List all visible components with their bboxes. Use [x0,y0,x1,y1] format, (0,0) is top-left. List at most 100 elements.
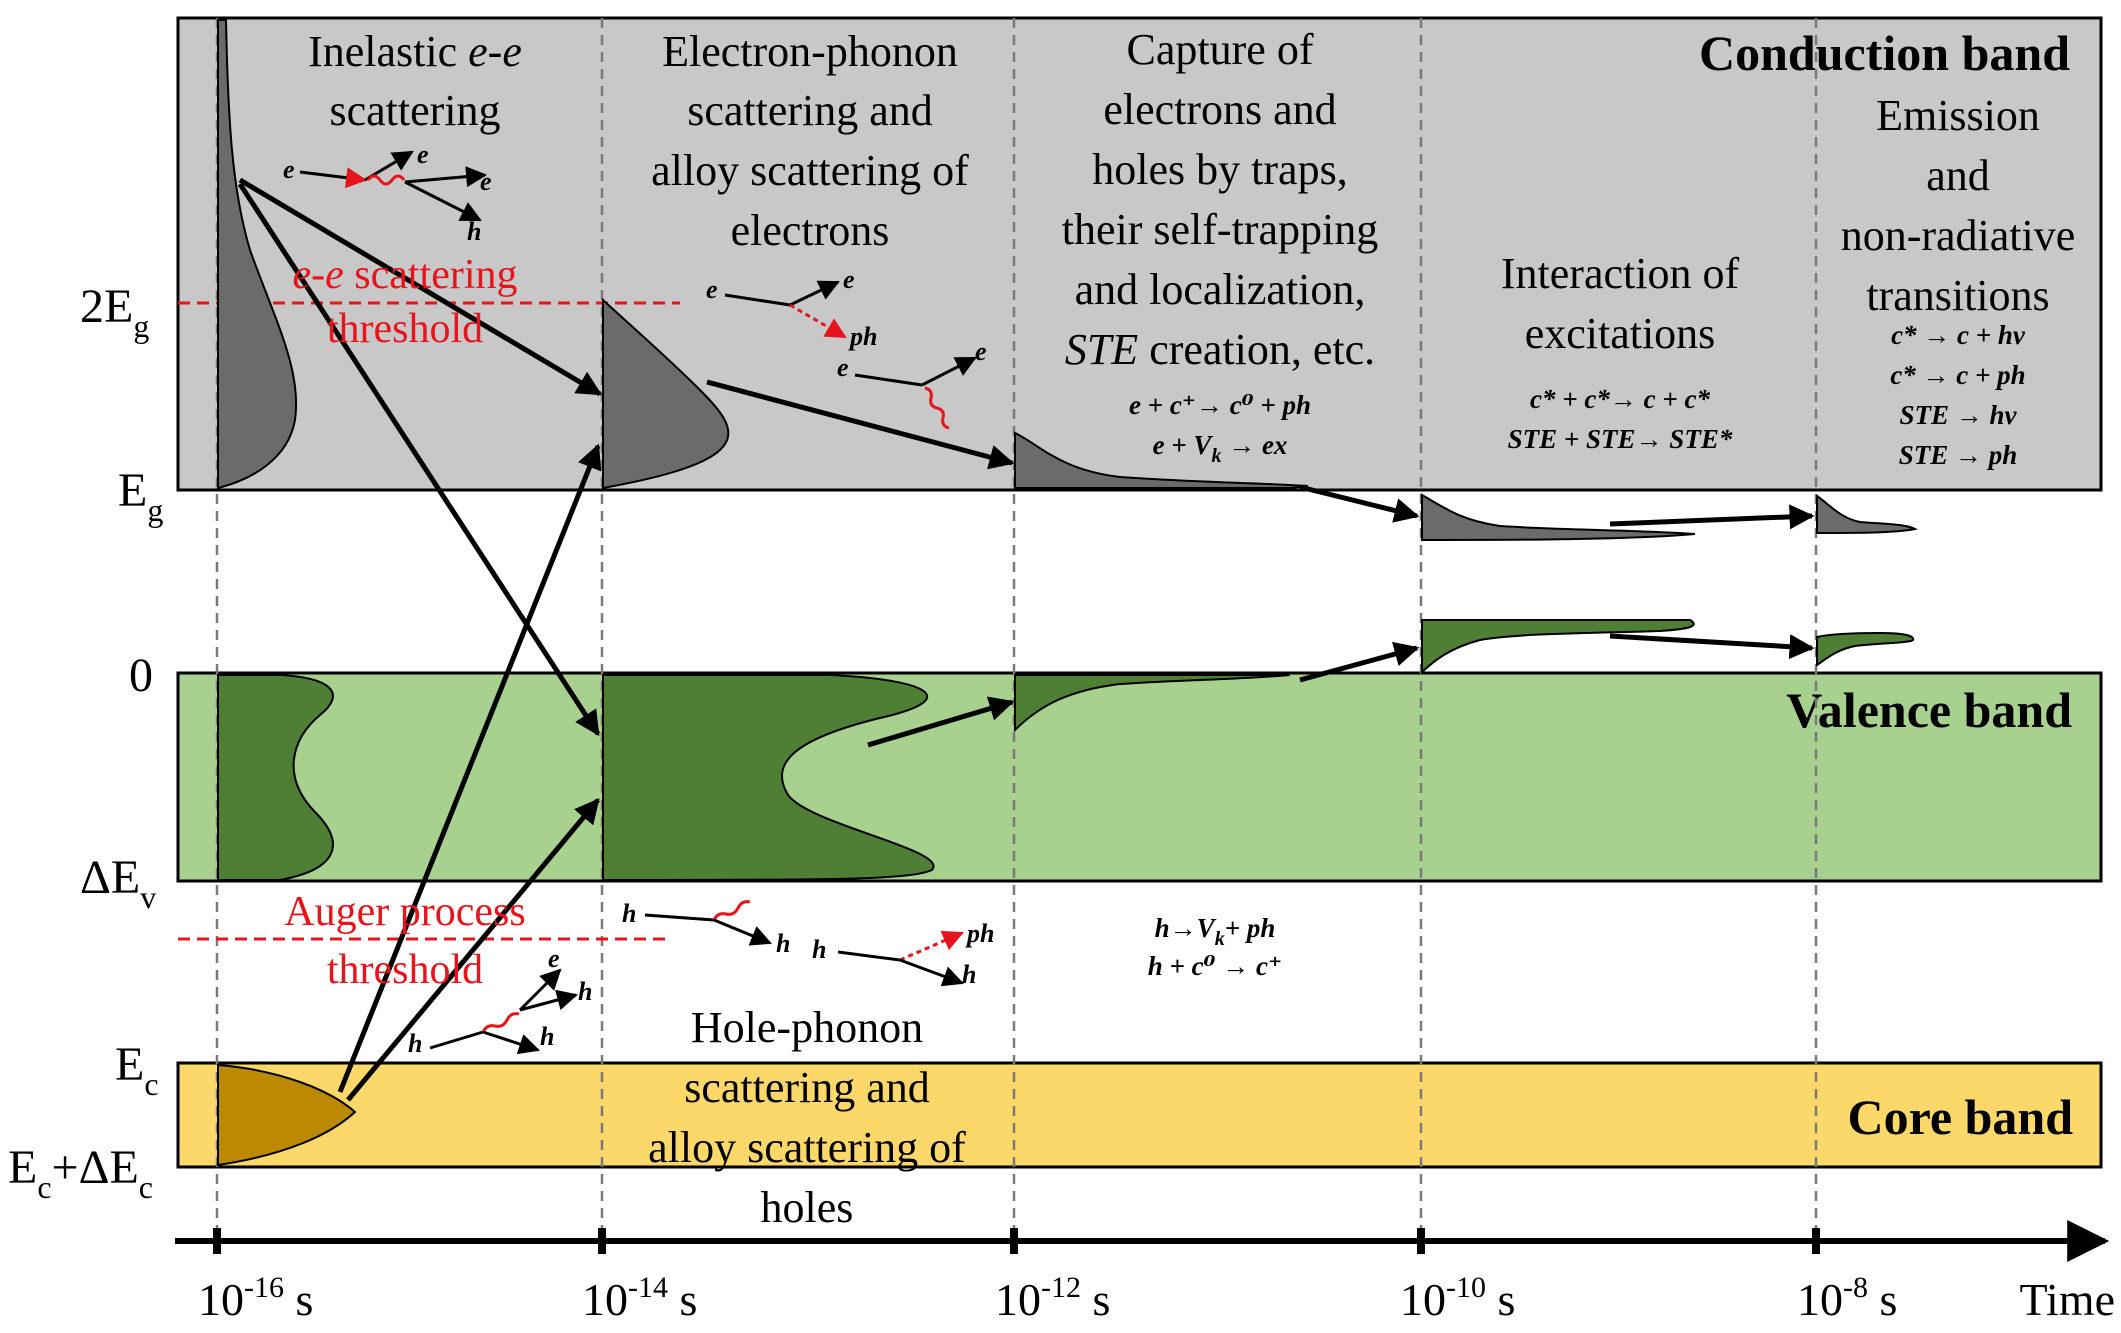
scatter-e-ph: e e ph e e [706,265,987,430]
tick-mark-3 [1010,1228,1018,1254]
valence-band [176,671,2103,883]
hph2-incoming-line [837,950,901,962]
stage3-line: and localization, [1075,265,1366,314]
distribution-cb-t1 [217,19,298,490]
stage3-line: their self-trapping [1062,205,1378,254]
conduction-distributions [217,19,1919,542]
stage2-line: electrons [731,206,890,255]
stage1-text-line2: scattering [329,86,500,135]
particle-h: h [467,217,481,246]
particle-h: h [622,899,636,928]
particle-e: e [480,167,492,196]
distribution-gap-t5-holes [1816,631,1915,667]
label-zero: 0 [129,649,153,702]
eph-phonon-line [789,303,847,339]
time-axis-label: Time [2020,1274,2115,1325]
equation-line: c* → c + ph [1890,360,2025,390]
equation-line: h→Vk+ ph [1155,913,1276,950]
ee-out-h-line [404,180,482,222]
tick-mark-5 [1812,1228,1820,1254]
hph-incoming-line [644,913,715,922]
arrow-cb-t2-t3 [706,379,1015,470]
hph2-out-h-line [899,958,964,987]
stage5-line: and [1926,151,1990,200]
eph2-incoming-line [854,373,923,387]
arrow-core-to-cb [337,443,602,1093]
eph-out-e-line [789,280,840,307]
energy-labels: 2Eg Eg 0 ΔEv Ec Ec+ΔEc [8,280,163,1205]
auger-out-e-line [518,968,562,1012]
equations-stage4: c* + c*→ c + c* STE + STE→ STE* [1508,384,1733,454]
hole-stage-line: scattering and [684,1063,930,1112]
distribution-core-t1 [217,1063,357,1167]
hole-stage-line: Hole-phonon [691,1003,923,1052]
hole-stage-line: alloy scattering of [648,1123,966,1172]
stage3-line: Capture of [1127,25,1314,74]
ee-wavy-line [366,174,406,186]
valence-distributions [217,619,1915,882]
ee-threshold-label: e-e scattering [292,252,517,298]
scatter-auger: h h e h [408,944,592,1058]
tick-label-1e-12: 10-12 s [995,1271,1110,1325]
particle-e: e [975,337,987,366]
eph-incoming-line [724,293,791,307]
particle-ph: ph [965,919,994,948]
tick-label-1e-8: 10-8 s [1797,1271,1897,1325]
tick-mark-2 [598,1228,606,1254]
stage5-text: Emission and non-radiative transitions [1841,91,2076,320]
particle-ph: ph [848,322,877,351]
stage3-line: holes by traps, [1092,145,1347,194]
label-2eg: 2Eg [80,280,149,344]
transition-arrows [237,177,1815,1102]
hole-stage-line: holes [761,1183,854,1232]
particle-h: h [408,1029,422,1058]
particle-h: h [812,935,826,964]
equation-line: STE → ph [1899,440,2018,470]
stage5-line: Emission [1876,91,2040,140]
valence-band-label: Valence band [1786,682,2072,738]
ee-threshold-label-line2: threshold [327,306,483,352]
stage2-text: Electron-phonon scattering and alloy sca… [651,27,969,255]
eph2-wavy-line [924,386,950,430]
stage4-line: excitations [1525,309,1716,358]
auger-threshold-label: Auger process [284,889,525,935]
stage2-line: scattering and [687,86,933,135]
auger-incoming-line [429,1030,484,1050]
label-ec: Ec [115,1038,159,1102]
particle-h: h [540,1022,554,1051]
stage5-line: non-radiative [1841,211,2076,260]
distribution-gap-t5 [1816,494,1919,535]
tick-mark-1 [213,1228,221,1254]
ee-incoming-line [299,167,368,189]
core-band-label: Core band [1847,1089,2073,1145]
conduction-band-label: Conduction band [1699,25,2070,81]
stage3-line: STE creation, etc. [1065,325,1375,374]
equations-stage3: e + c⁺→ c⁰ + ph e + Vk → ex [1129,390,1311,467]
stage1-text: Inelastic e-e [308,27,522,76]
hph-wavy-line [712,900,751,921]
particle-e: e [417,140,429,169]
label-ec-plus-dec: Ec+ΔEc [8,1141,153,1205]
auger-wavy-line [481,1012,520,1033]
stage4-line: Interaction of [1501,249,1740,298]
label-dev: ΔEv [80,851,156,915]
scatter-holes: h h h ph h [622,899,994,989]
stage3-line: electrons and [1103,85,1336,134]
equation-line: e + Vk → ex [1153,430,1288,467]
particle-h: h [578,977,592,1006]
equation-line: STE + STE→ STE* [1508,424,1733,454]
equation-line: STE → hv [1899,400,2017,430]
arrow-cb-t4-t5 [1609,504,1815,530]
auger-out-h2-line [519,989,579,1012]
equation-line: c* + c*→ c + c* [1530,384,1710,414]
equation-line: h + c⁰ → c⁺ [1148,951,1282,981]
distribution-vb-t2 [602,674,935,882]
ee-out-e2-line [404,166,488,188]
particle-e: e [837,353,849,382]
arrow-ee-to-vb [237,182,601,737]
hph2-phonon-line [899,930,964,962]
arrow-core-to-vb [346,798,600,1102]
equation-line: c* → c + hv [1891,320,2026,350]
particle-e: e [706,275,718,304]
